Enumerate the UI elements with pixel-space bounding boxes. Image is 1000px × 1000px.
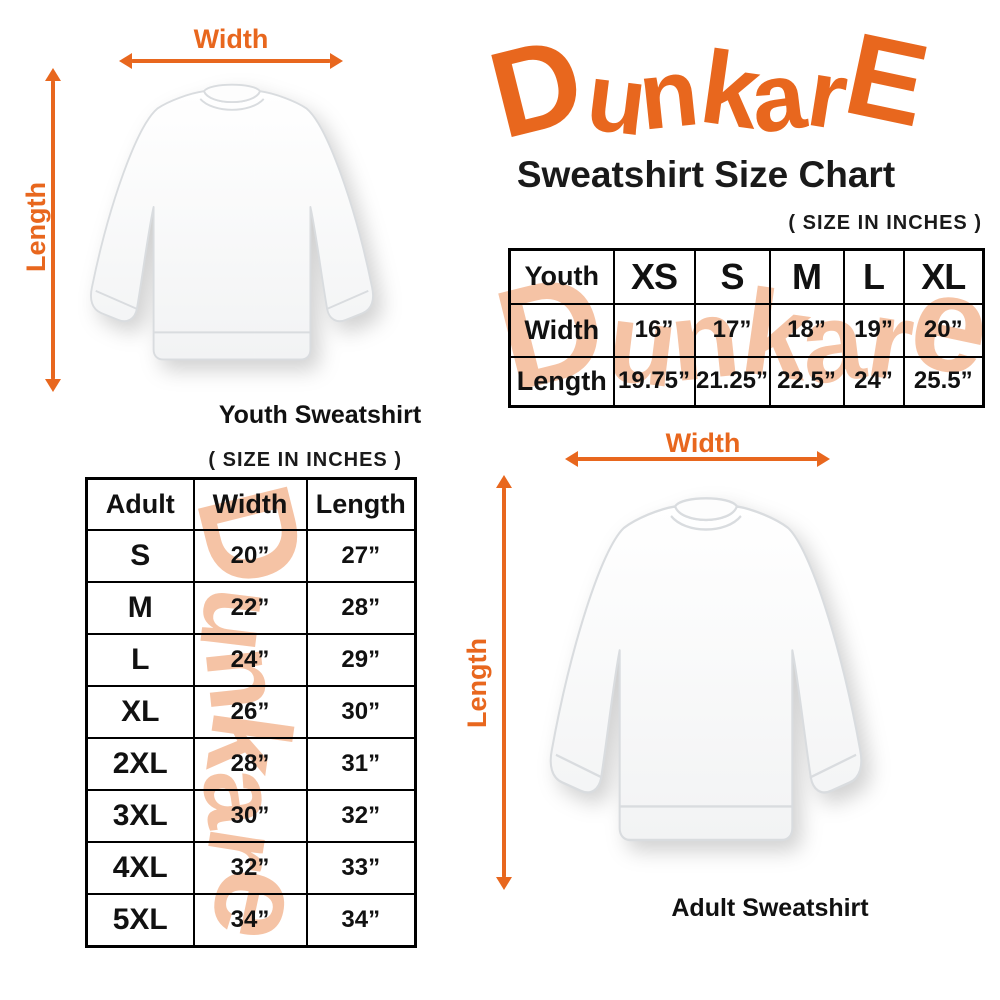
- adult-length-arrow: [502, 487, 506, 878]
- size-cell: 31”: [305, 736, 417, 791]
- table-row: Length 19.75” 21.25” 22.5” 24” 25.5”: [508, 355, 985, 408]
- size-cell: 16”: [612, 302, 696, 358]
- col-header: XL: [902, 248, 985, 305]
- youth-header-row: Youth XS S M L XL: [508, 248, 985, 305]
- table-row: L 24” 29”: [85, 632, 417, 687]
- size-cell: 30”: [305, 684, 417, 739]
- youth-length-label: Length: [20, 182, 51, 272]
- table-row: 4XL 32” 33”: [85, 840, 417, 895]
- size-cell: 28”: [305, 580, 417, 635]
- size-cell: 28”: [192, 736, 308, 791]
- youth-sweatshirt-image: [89, 83, 375, 361]
- row-label: Length: [508, 355, 615, 408]
- table-row: S 20” 27”: [85, 528, 417, 583]
- size-cell: 24”: [842, 355, 905, 408]
- size-cell: 29”: [305, 632, 417, 687]
- col-header: Youth: [508, 248, 615, 305]
- youth-caption: Youth Sweatshirt: [218, 401, 422, 429]
- adult-sweatshirt-image: [549, 497, 863, 842]
- adult-width-arrow: [577, 457, 818, 461]
- size-cell: 34”: [305, 892, 417, 948]
- size-cell: 34”: [192, 892, 308, 948]
- size-label: 2XL: [85, 736, 195, 791]
- size-cell: 30”: [192, 788, 308, 843]
- table-row: Width 16” 17” 18” 19” 20”: [508, 302, 985, 358]
- youth-width-label: Width: [193, 24, 269, 54]
- page-title: Sweatshirt Size Chart: [516, 154, 896, 195]
- size-label: 5XL: [85, 892, 195, 948]
- brand-logo: DunkarE: [477, 7, 937, 166]
- size-cell: 21.25”: [693, 355, 771, 408]
- size-cell: 32”: [192, 840, 308, 895]
- size-label: 3XL: [85, 788, 195, 843]
- size-cell: 18”: [768, 302, 845, 358]
- adult-caption: Adult Sweatshirt: [671, 894, 869, 922]
- size-cell: 19.75”: [612, 355, 696, 408]
- table-row: XL 26” 30”: [85, 684, 417, 739]
- adult-width-label: Width: [665, 428, 741, 458]
- col-header: L: [842, 248, 905, 305]
- size-cell: 25.5”: [902, 355, 985, 408]
- table-row: 3XL 30” 32”: [85, 788, 417, 843]
- size-cell: 20”: [192, 528, 308, 583]
- size-cell: 20”: [902, 302, 985, 358]
- youth-size-note: ( SIZE IN INCHES ): [788, 212, 982, 234]
- size-cell: 27”: [305, 528, 417, 583]
- size-cell: 22.5”: [768, 355, 845, 408]
- col-header: Adult: [85, 477, 195, 531]
- size-cell: 32”: [305, 788, 417, 843]
- col-header: M: [768, 248, 845, 305]
- row-label: Width: [508, 302, 615, 358]
- size-cell: 19”: [842, 302, 905, 358]
- youth-size-table: Youth XS S M L XL Width 16” 17” 18” 19” …: [508, 248, 985, 408]
- col-header: Width: [192, 477, 308, 531]
- size-cell: 24”: [192, 632, 308, 687]
- youth-width-arrow: [131, 59, 331, 63]
- adult-size-table: Adult Width Length S 20” 27” M 22” 28” L…: [85, 477, 417, 948]
- youth-length-arrow: [51, 80, 55, 380]
- adult-length-label: Length: [461, 638, 492, 728]
- col-header: S: [693, 248, 771, 305]
- size-label: 4XL: [85, 840, 195, 895]
- table-row: M 22” 28”: [85, 580, 417, 635]
- col-header: Length: [305, 477, 417, 531]
- col-header: XS: [612, 248, 696, 305]
- table-row: 5XL 34” 34”: [85, 892, 417, 948]
- size-cell: 22”: [192, 580, 308, 635]
- size-label: XL: [85, 684, 195, 739]
- adult-header-row: Adult Width Length: [85, 477, 417, 531]
- size-cell: 26”: [192, 684, 308, 739]
- size-cell: 17”: [693, 302, 771, 358]
- size-cell: 33”: [305, 840, 417, 895]
- table-row: 2XL 28” 31”: [85, 736, 417, 791]
- adult-size-note: ( SIZE IN INCHES ): [208, 449, 402, 471]
- size-label: L: [85, 632, 195, 687]
- size-label: S: [85, 528, 195, 583]
- size-label: M: [85, 580, 195, 635]
